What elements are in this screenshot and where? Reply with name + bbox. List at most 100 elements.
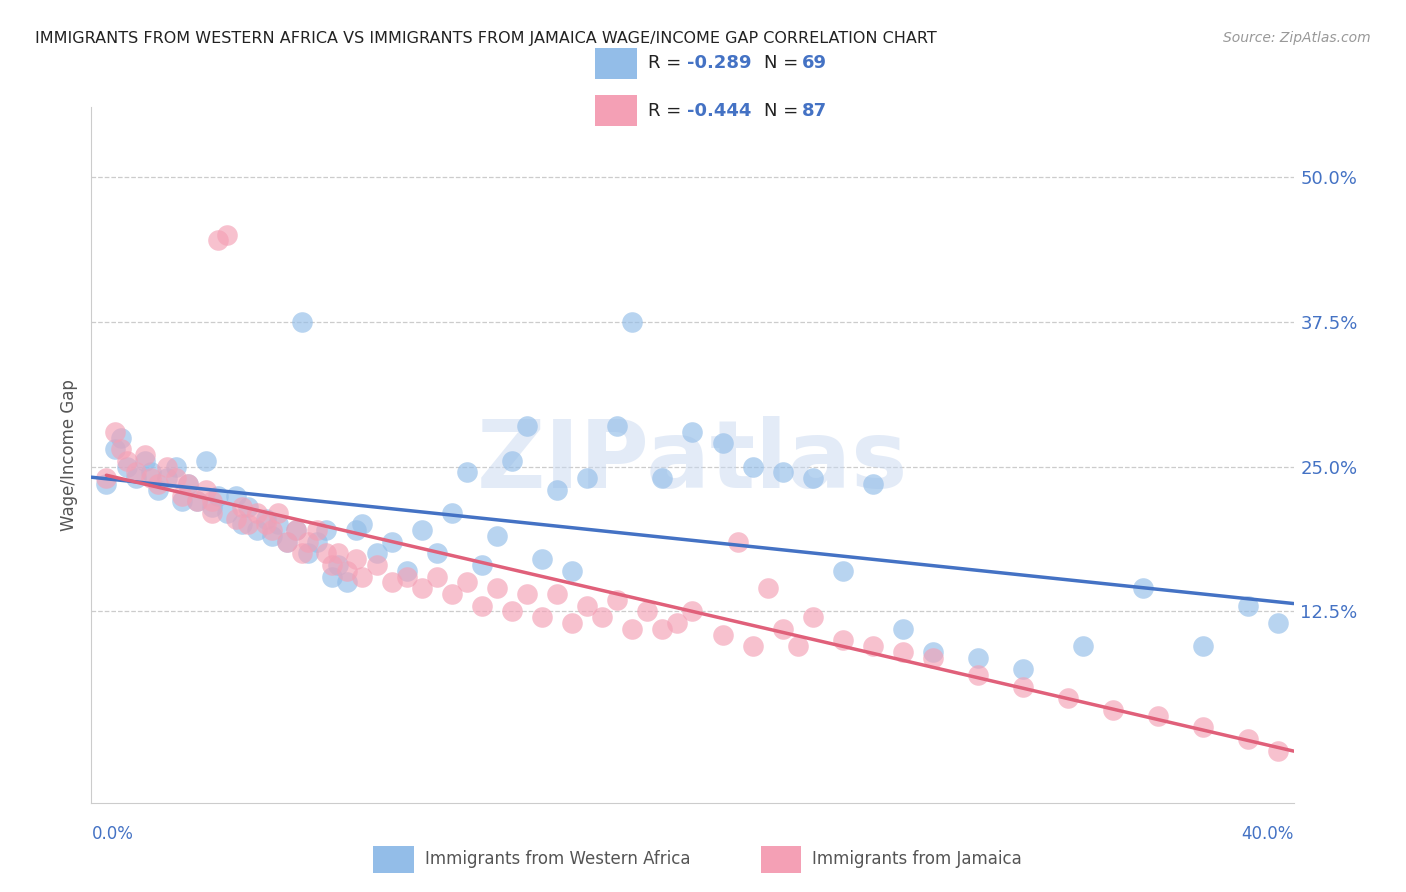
Point: [110, 442, 132, 457]
Point: [801, 471, 824, 485]
Point: [117, 453, 139, 467]
Point: [201, 494, 224, 508]
Point: [531, 610, 554, 624]
Point: [1237, 599, 1260, 613]
Point: [186, 494, 208, 508]
Point: [862, 476, 884, 491]
Point: [284, 523, 307, 537]
Point: [291, 315, 314, 329]
Point: [967, 651, 990, 665]
Point: [576, 599, 599, 613]
Point: [471, 599, 494, 613]
Point: [636, 605, 658, 619]
Point: [486, 529, 509, 543]
Point: [201, 506, 224, 520]
Point: [236, 500, 259, 514]
Point: [471, 558, 494, 573]
Point: [134, 453, 156, 467]
Point: [225, 512, 247, 526]
Point: [321, 558, 343, 573]
Point: [141, 471, 163, 485]
Point: [350, 570, 373, 584]
Point: [194, 453, 217, 467]
Point: [1192, 721, 1215, 735]
Bar: [595, 48, 637, 78]
Point: [344, 523, 367, 537]
Point: [117, 459, 139, 474]
Point: [756, 582, 779, 596]
Point: [186, 494, 208, 508]
Point: [501, 453, 523, 467]
Point: [741, 459, 763, 474]
Point: [621, 622, 644, 636]
Point: [254, 517, 277, 532]
Point: [531, 552, 554, 566]
Point: [215, 227, 238, 242]
Point: [891, 645, 914, 659]
Point: [1057, 691, 1080, 706]
Point: [104, 425, 127, 439]
Point: [711, 628, 734, 642]
Point: [516, 587, 538, 601]
Point: [1343, 761, 1365, 775]
Point: [486, 582, 509, 596]
Text: -0.444: -0.444: [688, 102, 751, 120]
Point: [134, 448, 156, 462]
Point: [260, 523, 283, 537]
Point: [165, 471, 187, 485]
Text: 40.0%: 40.0%: [1241, 825, 1294, 843]
Bar: [374, 847, 413, 873]
Point: [651, 622, 673, 636]
Point: [315, 523, 337, 537]
Point: [381, 575, 404, 590]
Point: [96, 471, 118, 485]
Point: [336, 564, 359, 578]
Point: [297, 546, 319, 561]
Point: [165, 459, 187, 474]
Point: [831, 633, 853, 648]
Point: [651, 471, 673, 485]
Point: [411, 582, 433, 596]
Point: [786, 639, 808, 653]
Point: [801, 610, 824, 624]
Point: [516, 419, 538, 434]
Point: [1132, 582, 1154, 596]
Point: [546, 587, 568, 601]
Point: [305, 534, 328, 549]
Point: [267, 517, 290, 532]
Point: [1071, 639, 1094, 653]
Point: [326, 546, 349, 561]
Point: [125, 466, 148, 480]
Point: [456, 575, 478, 590]
Point: [891, 622, 914, 636]
Point: [350, 517, 373, 532]
Point: [1147, 708, 1170, 723]
Text: N =: N =: [763, 54, 804, 72]
Point: [456, 466, 478, 480]
Text: N =: N =: [763, 102, 804, 120]
Point: [315, 546, 337, 561]
Point: [772, 466, 794, 480]
Point: [831, 564, 853, 578]
Point: [727, 534, 749, 549]
Point: [395, 570, 418, 584]
Point: [546, 483, 568, 497]
Point: [207, 233, 229, 247]
Point: [170, 489, 193, 503]
Text: R =: R =: [648, 102, 688, 120]
Point: [170, 494, 193, 508]
Point: [176, 476, 198, 491]
Point: [741, 639, 763, 653]
Point: [326, 558, 349, 573]
Point: [267, 506, 290, 520]
Bar: [595, 95, 637, 126]
Text: 0.0%: 0.0%: [91, 825, 134, 843]
Point: [207, 489, 229, 503]
Point: [561, 615, 583, 630]
Point: [426, 570, 449, 584]
Point: [291, 546, 314, 561]
Point: [215, 506, 238, 520]
Point: [276, 534, 298, 549]
Point: [141, 466, 163, 480]
Point: [681, 605, 703, 619]
